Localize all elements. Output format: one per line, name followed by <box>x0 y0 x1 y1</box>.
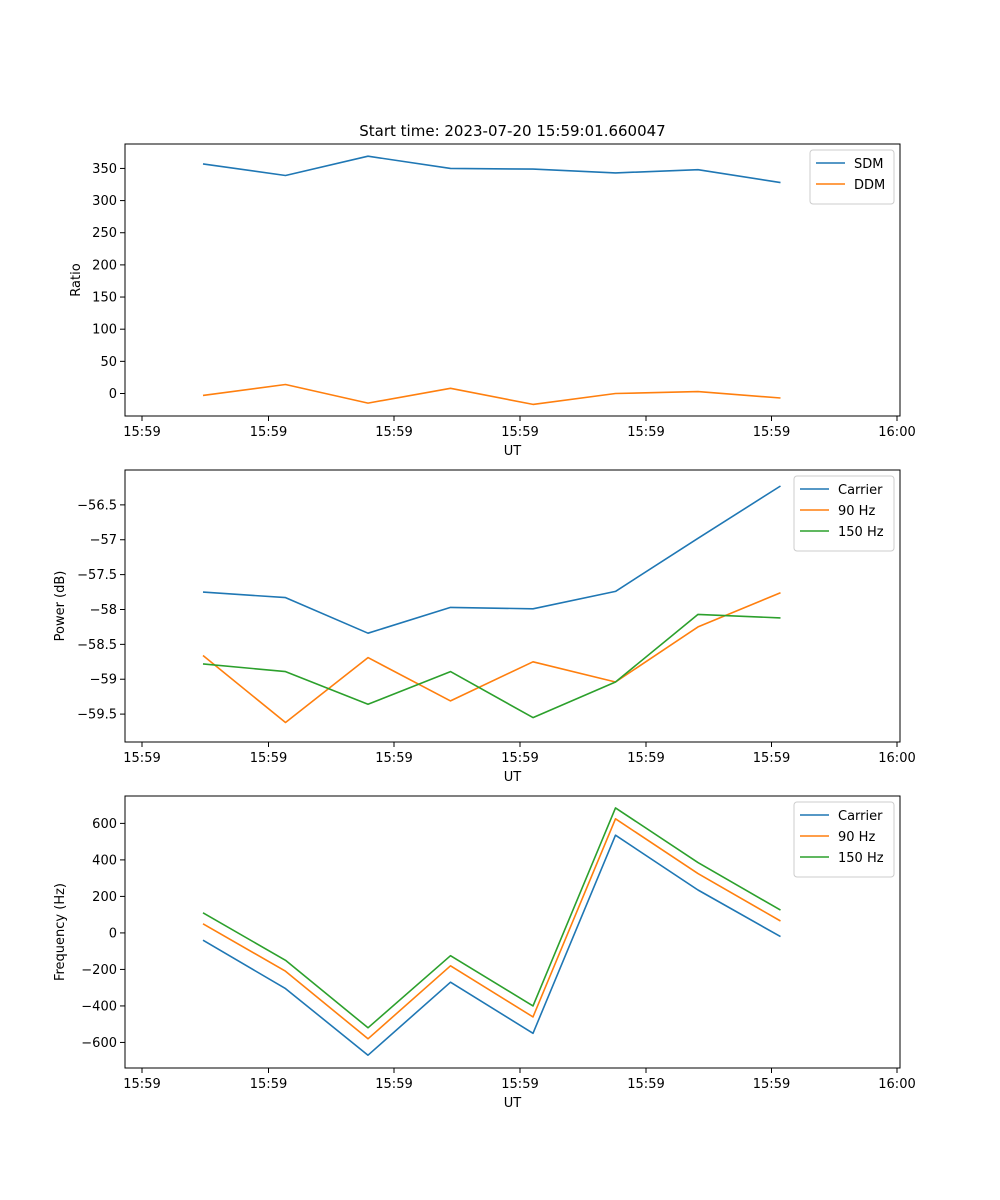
series-line-90-hz <box>202 817 781 1040</box>
y-axis-label: Ratio <box>69 263 84 296</box>
legend: Carrier 90 Hz 150 Hz <box>793 475 895 552</box>
x-tick-label: 15:59 <box>123 425 160 440</box>
x-axis-label: UT <box>504 444 522 459</box>
figure-title: Start time: 2023-07-20 15:59:01.660047 <box>359 122 665 140</box>
legend-label: Carrier <box>838 809 883 824</box>
x-axis-label: UT <box>504 1096 522 1111</box>
x-tick-label: 15:59 <box>123 1077 160 1092</box>
y-tick-label: −57.5 <box>77 568 117 583</box>
subplots-container: 15:59 15:59 15:59 15:59 15:59 15:59 16:00 0 50 10… <box>53 143 916 1111</box>
y-tick-label: 50 <box>100 355 117 370</box>
series-line-90-hz <box>202 591 781 724</box>
x-tick-label: 16:00 <box>878 425 915 440</box>
x-tick-label: 15:59 <box>250 751 287 766</box>
y-tick-label: 200 <box>92 890 117 905</box>
legend-frame <box>793 475 895 552</box>
x-tick-label: 15:59 <box>627 425 664 440</box>
x-tick-label: 15:59 <box>375 1077 412 1092</box>
x-tick-label: 15:59 <box>753 1077 790 1092</box>
x-axis-label: UT <box>504 770 522 785</box>
y-axis-label: Power (dB) <box>53 571 68 642</box>
legend-label: DDM <box>854 178 885 193</box>
y-tick-label: 0 <box>109 926 117 941</box>
x-tick-label: 15:59 <box>375 425 412 440</box>
y-tick-label: −58 <box>90 603 117 618</box>
legend-label: Carrier <box>838 483 883 498</box>
series-line-sdm <box>202 155 781 184</box>
legend: Carrier 90 Hz 150 Hz <box>793 801 895 878</box>
x-tick-label: 15:59 <box>501 751 538 766</box>
legend-frame <box>793 801 895 878</box>
x-tick-label: 15:59 <box>627 1077 664 1092</box>
y-tick-label: −58.5 <box>77 638 117 653</box>
x-tick-label: 15:59 <box>250 1077 287 1092</box>
axes-frame <box>124 143 901 417</box>
x-tick-label: 15:59 <box>501 425 538 440</box>
y-tick-label: −400 <box>81 999 117 1014</box>
series-line-carrier <box>202 834 781 1056</box>
y-tick-label: −59.5 <box>77 708 117 723</box>
series-line-carrier <box>202 485 781 635</box>
y-tick-label: −57 <box>90 533 117 548</box>
x-tick-label: 15:59 <box>375 751 412 766</box>
series-line-150-hz <box>202 807 781 1029</box>
axes-frame <box>124 795 901 1069</box>
subplot-1: 15:59 15:59 15:59 15:59 15:59 15:59 16:00 0 50 10… <box>69 143 916 459</box>
axes-frame <box>124 469 901 743</box>
legend-label: 150 Hz <box>838 525 884 540</box>
x-tick-label: 15:59 <box>250 425 287 440</box>
x-tick-label: 15:59 <box>501 1077 538 1092</box>
x-tick-label: 15:59 <box>753 751 790 766</box>
series-line-150-hz <box>202 613 781 719</box>
subplot-2: 15:59 15:59 15:59 15:59 15:59 15:59 16:00 −59.5… <box>53 469 916 785</box>
y-tick-label: −600 <box>81 1036 117 1051</box>
y-tick-label: 150 <box>92 291 117 306</box>
y-tick-label: 400 <box>92 853 117 868</box>
y-tick-label: 0 <box>109 387 117 402</box>
y-tick-label: 250 <box>92 226 117 241</box>
x-tick-label: 15:59 <box>123 751 160 766</box>
legend: SDM DDM <box>809 149 895 205</box>
y-axis-label: Frequency (Hz) <box>53 883 68 981</box>
x-tick-label: 15:59 <box>627 751 664 766</box>
legend-label: 150 Hz <box>838 851 884 866</box>
legend-label: 90 Hz <box>838 504 875 519</box>
y-tick-label: −56.5 <box>77 498 117 513</box>
series-line-ddm <box>202 383 781 406</box>
y-tick-label: −200 <box>81 963 117 978</box>
y-tick-label: 300 <box>92 194 117 209</box>
legend-label: SDM <box>854 157 883 172</box>
y-tick-label: 350 <box>92 162 117 177</box>
x-tick-label: 15:59 <box>753 425 790 440</box>
y-tick-label: 100 <box>92 323 117 338</box>
y-tick-label: −59 <box>90 673 117 688</box>
subplot-3: 15:59 15:59 15:59 15:59 15:59 15:59 16:00 −600 −… <box>53 795 916 1111</box>
y-tick-label: 600 <box>92 817 117 832</box>
legend-label: 90 Hz <box>838 830 875 845</box>
x-tick-label: 16:00 <box>878 751 915 766</box>
x-tick-label: 16:00 <box>878 1077 915 1092</box>
y-tick-label: 200 <box>92 258 117 273</box>
